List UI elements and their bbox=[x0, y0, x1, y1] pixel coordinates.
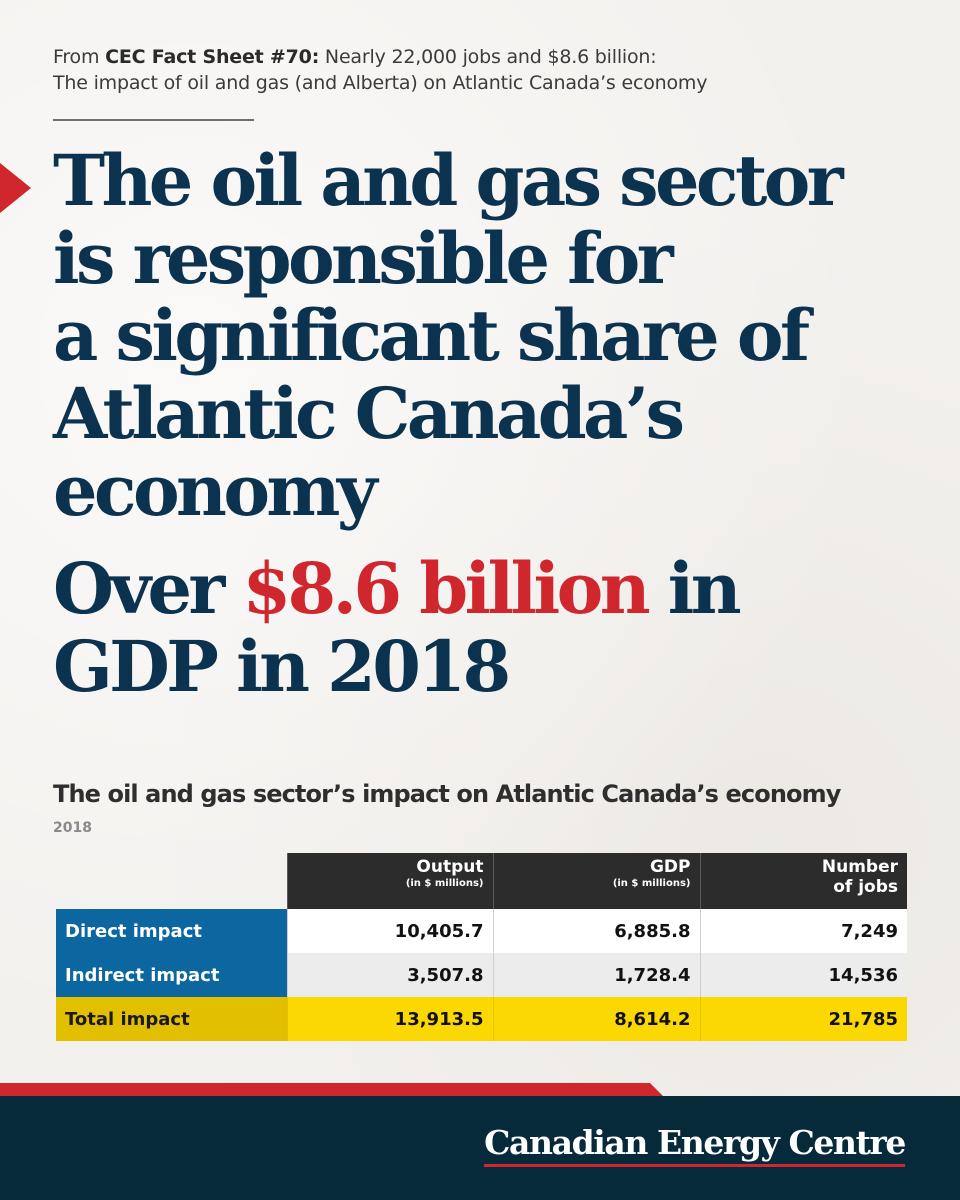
row-label: Indirect impact bbox=[56, 953, 287, 997]
cell-gdp: 6,885.8 bbox=[492, 909, 700, 953]
row-label: Direct impact bbox=[56, 909, 287, 953]
cell-output: 10,405.7 bbox=[286, 909, 493, 953]
red-arrow-icon bbox=[0, 163, 31, 213]
headline-line: The oil and gas sector bbox=[53, 139, 844, 222]
column-header-jobs: Number of jobs bbox=[699, 853, 907, 909]
gdp-callout-pre: Over bbox=[53, 547, 243, 630]
gdp-callout: Over $8.6 billion in GDP in 2018 bbox=[53, 550, 933, 705]
column-header-label: Number bbox=[821, 857, 898, 877]
headline-line: Atlantic Canada’s bbox=[53, 371, 685, 455]
gdp-callout-line2: GDP in 2018 bbox=[53, 624, 511, 708]
row-label: Total impact bbox=[56, 997, 287, 1041]
source-line2: The impact of oil and gas (and Alberta) … bbox=[53, 72, 708, 94]
headline-line: economy bbox=[53, 449, 378, 532]
table-header-row: Output (in $ millions) GDP (in $ million… bbox=[56, 853, 907, 909]
gdp-callout-post: in bbox=[647, 547, 742, 630]
table-header-blank bbox=[56, 853, 287, 909]
cell-jobs: 14,536 bbox=[699, 953, 907, 997]
column-header-gdp: GDP (in $ millions) bbox=[492, 853, 700, 909]
table-title: The oil and gas sector’s impact on Atlan… bbox=[53, 780, 841, 808]
headline: The oil and gas sector is responsible fo… bbox=[53, 142, 933, 530]
table-row: Direct impact 10,405.7 6,885.8 7,249 bbox=[56, 909, 907, 953]
cell-output: 13,913.5 bbox=[286, 997, 493, 1041]
column-header-unit: (in $ millions) bbox=[405, 878, 484, 889]
source-line1-rest: Nearly 22,000 jobs and $8.6 billion: bbox=[319, 46, 657, 68]
column-header-output: Output (in $ millions) bbox=[286, 853, 493, 909]
source-citation: From CEC Fact Sheet #70: Nearly 22,000 j… bbox=[53, 44, 913, 96]
source-sheet-name: CEC Fact Sheet #70: bbox=[105, 46, 320, 68]
column-header-unit: (in $ millions) bbox=[612, 878, 691, 889]
column-header-label-line2: of jobs bbox=[833, 877, 898, 897]
source-prefix: From bbox=[53, 46, 106, 68]
headline-line: a significant share of bbox=[53, 294, 810, 377]
footer-bar bbox=[0, 1096, 960, 1200]
cell-gdp: 1,728.4 bbox=[492, 953, 700, 997]
column-header-label: GDP bbox=[649, 857, 691, 877]
cell-output: 3,507.8 bbox=[286, 953, 493, 997]
column-header-label: Output bbox=[416, 857, 484, 877]
gdp-callout-highlight: $8.6 billion bbox=[242, 547, 650, 630]
cell-gdp: 8,614.2 bbox=[492, 997, 700, 1041]
divider-rule bbox=[53, 119, 254, 121]
brand-logo: Canadian Energy Centre bbox=[484, 1124, 906, 1167]
cell-jobs: 21,785 bbox=[699, 997, 907, 1041]
impact-table: Output (in $ millions) GDP (in $ million… bbox=[56, 853, 907, 1041]
cell-jobs: 7,249 bbox=[699, 909, 907, 953]
table-year: 2018 bbox=[53, 820, 92, 836]
table-row-total: Total impact 13,913.5 8,614.2 21,785 bbox=[56, 997, 907, 1041]
red-accent-band bbox=[0, 1083, 663, 1096]
table-row: Indirect impact 3,507.8 1,728.4 14,536 bbox=[56, 953, 907, 997]
headline-line: is responsible for bbox=[53, 216, 674, 300]
